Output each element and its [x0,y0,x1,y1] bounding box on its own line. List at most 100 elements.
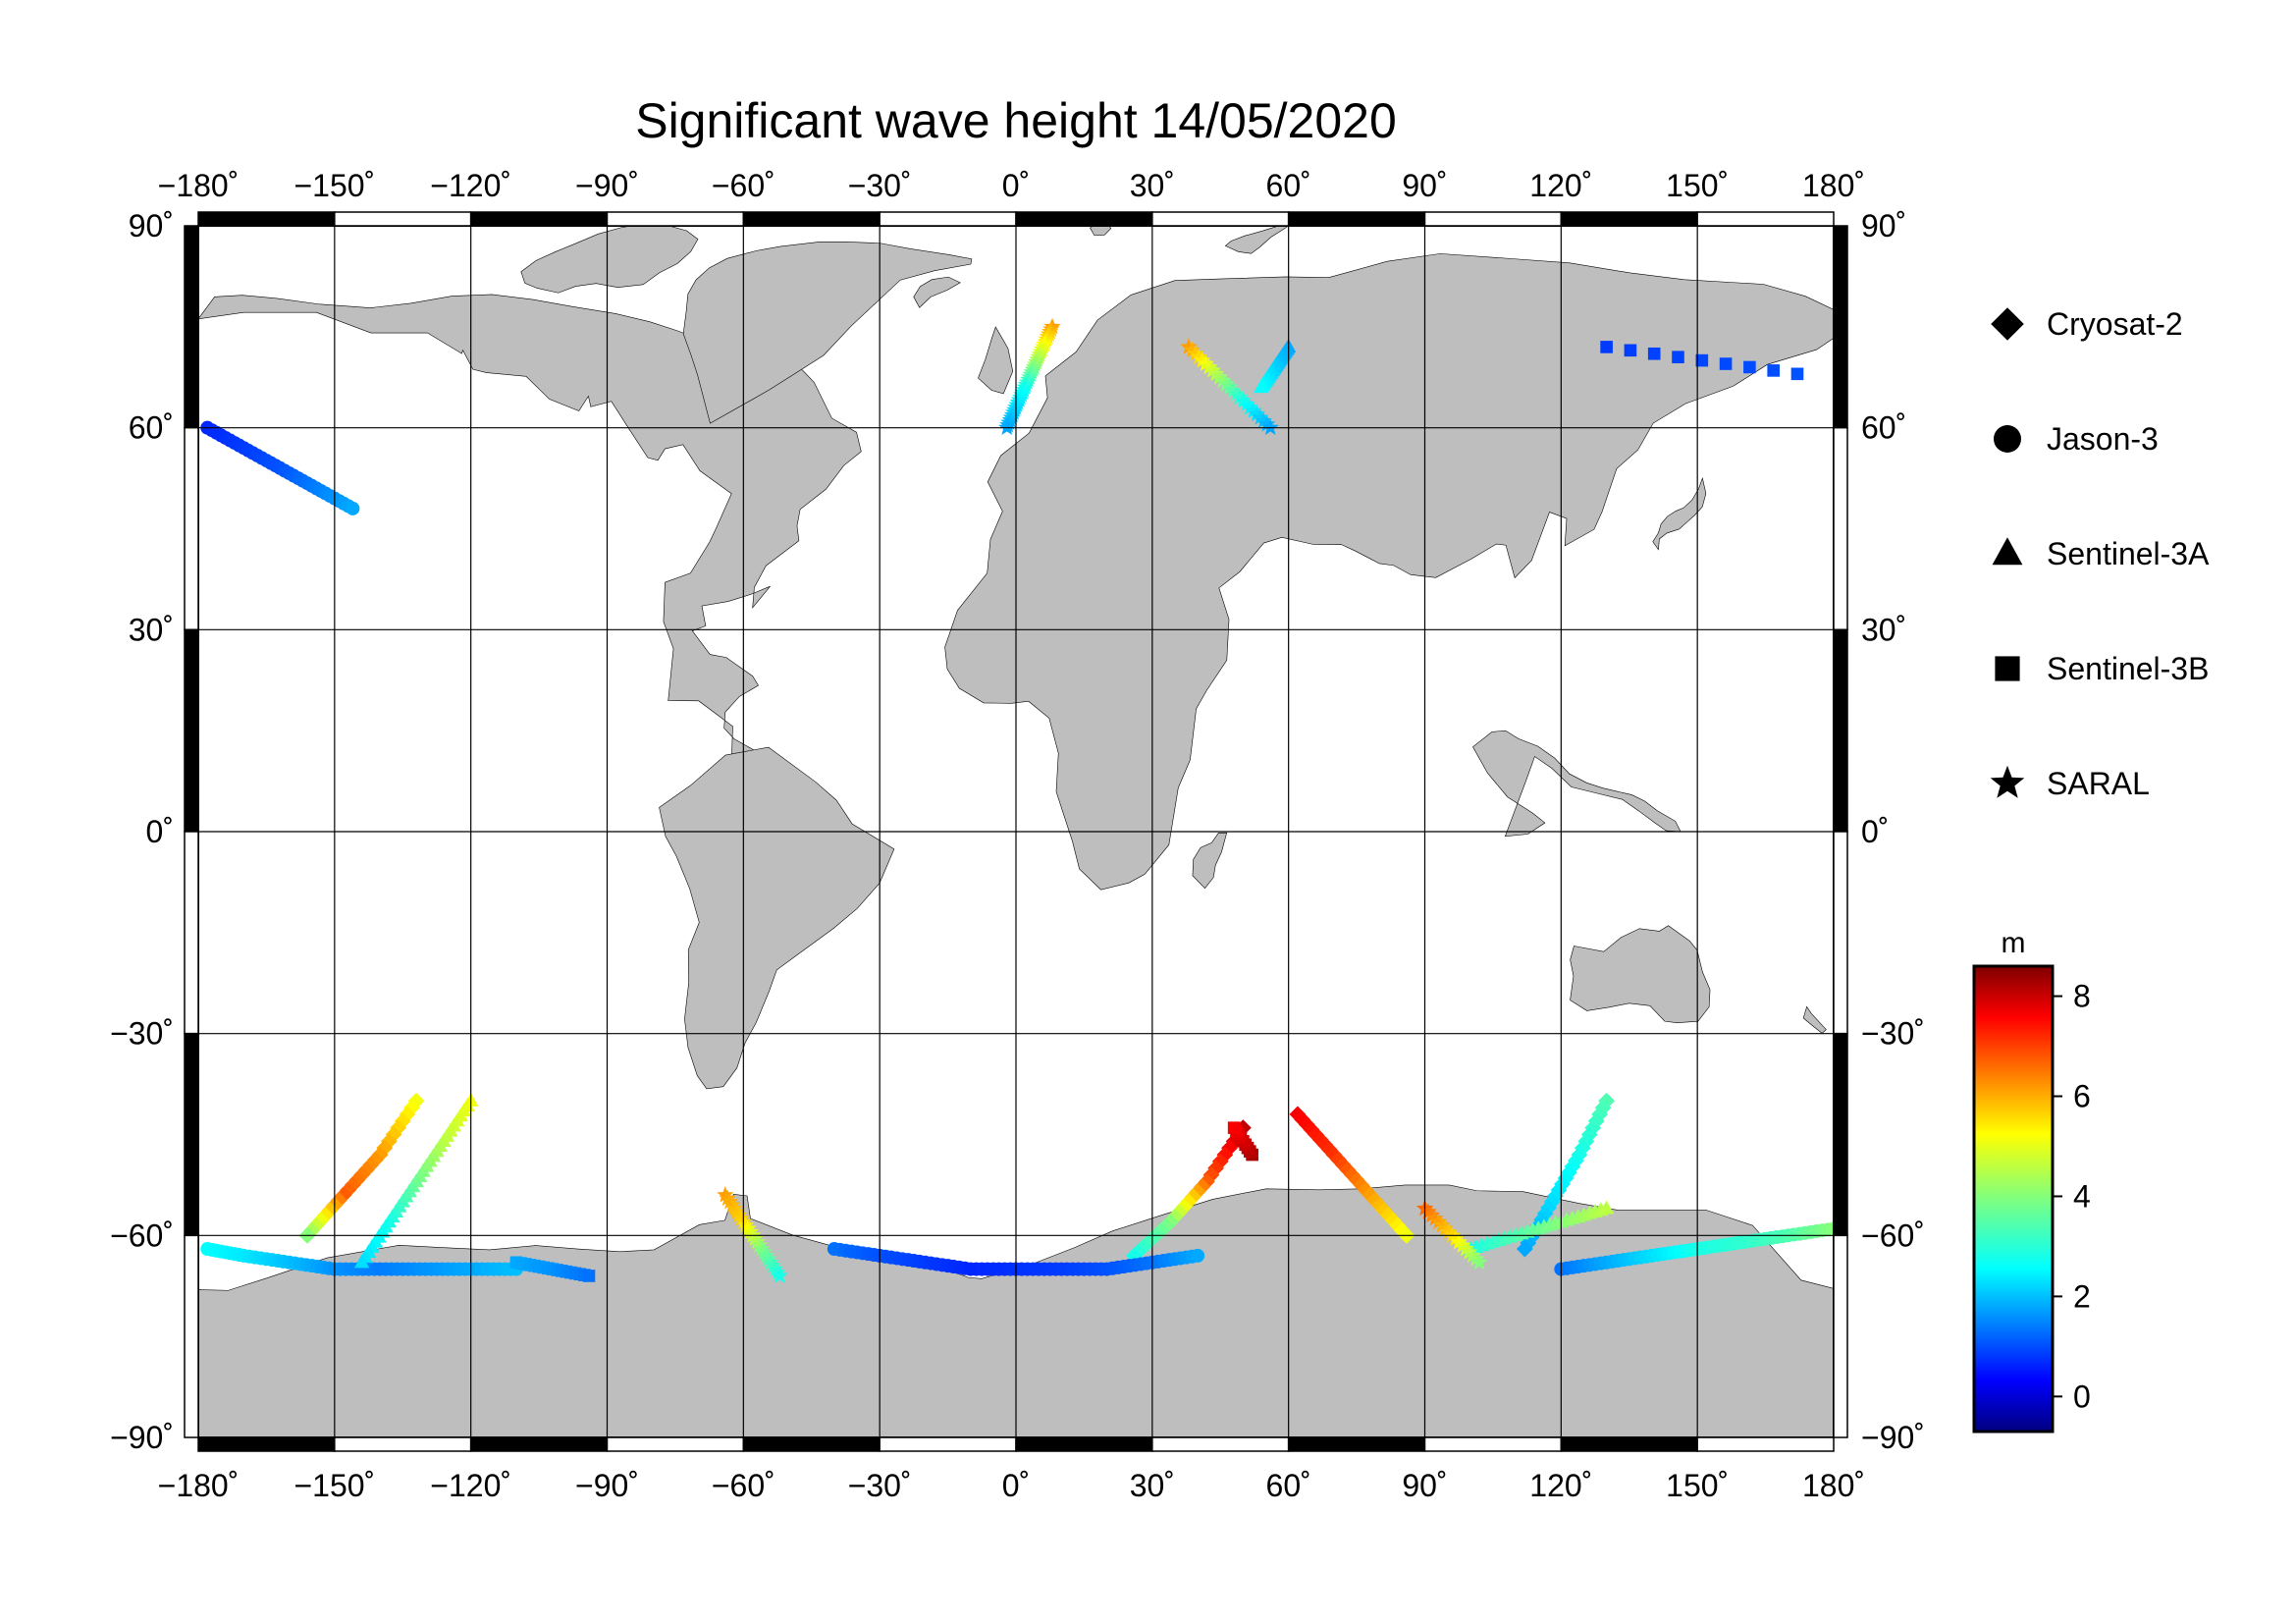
saral-point [732,1210,750,1226]
saral-point [1245,402,1262,418]
lat-tick-label-left: 0˚ [146,814,174,849]
cryosat-2-point [403,1099,420,1116]
saral-point [1224,381,1242,399]
frame-segment-left [184,628,199,833]
saral-point [1201,357,1218,375]
saral-point [1440,1222,1458,1240]
lon-tick-label-bottom: 30˚ [1130,1468,1175,1503]
frame-segment-top [879,211,1017,227]
saral-point [1443,1226,1461,1243]
frame-segment-left [184,426,199,631]
saral-point [1426,1210,1444,1226]
lon-tick-label-bottom: 60˚ [1266,1468,1311,1503]
jason-3-point [1191,1248,1205,1263]
saral-point [1252,408,1269,425]
saral-point [743,1226,762,1243]
saral-point [1422,1206,1441,1223]
cryosat-2-point [376,1139,394,1157]
lon-tick-label-top: 60˚ [1266,168,1311,203]
colorbar-ticks: 0 2 4 6 8 [2053,979,2091,1414]
frame-segment-right [1833,426,1848,631]
frame-segment-top [1696,211,1835,227]
saral-point [1261,418,1279,436]
lat-tick-label-left: 90˚ [129,208,174,243]
landmass-australia [1570,925,1711,1024]
legend-marker-star [1990,765,2025,798]
frame-segment-bottom [879,1436,1017,1452]
frame-segment-top [197,211,336,227]
saral-point [1187,345,1204,361]
saral-point [764,1257,782,1273]
cryosat-2-point [1221,1139,1238,1157]
cryosat-2-point [367,1151,384,1168]
frame-segment-bottom [469,1436,609,1452]
frame-segment-bottom [334,1436,472,1452]
frame-segment-left [184,831,199,1035]
saral-point [1238,395,1255,412]
lon-tick-label-top: 150˚ [1666,168,1729,203]
cryosat-2-point [1362,1186,1379,1204]
world-map: −180˚ −180˚ −150˚ −150˚ −120˚ −120˚ −90˚ −90˚ −6… [110,168,1925,1503]
saral-point [1460,1243,1478,1260]
jason-3-point [346,501,360,515]
lon-tick-label-top: 120˚ [1529,168,1592,203]
cryosat-2-point [362,1156,380,1173]
saral-point [741,1222,759,1240]
lon-tick-label-top: −120˚ [430,168,511,203]
saral-point [771,1267,789,1283]
saral-point [717,1186,734,1203]
sentinel-3b-point [1672,351,1684,363]
saral-point [1457,1239,1474,1257]
sentinel-3b-point [1767,364,1780,377]
cryosat-2-point [1543,1193,1561,1211]
cryosat-2-point [1348,1171,1365,1189]
map-frame [184,211,1848,1452]
saral-point [1470,1253,1488,1271]
axis-tick-labels: −180˚ −180˚ −150˚ −150˚ −120˚ −120˚ −90˚ −90˚ −6… [110,168,1925,1503]
frame-segment-bottom [1015,1436,1153,1452]
cryosat-2-point [1594,1099,1612,1116]
frame-segment-right [1833,1032,1848,1237]
cryosat-2-point [1366,1191,1383,1209]
saral-point [762,1253,779,1271]
lon-tick-label-bottom: −120˚ [430,1468,511,1503]
lon-tick-label-top: −180˚ [158,168,240,203]
cryosat-2-point [1564,1158,1581,1175]
saral-point [723,1196,741,1213]
saral-point [753,1239,771,1257]
sentinel-3b-point [1600,341,1613,353]
sentinel-3b-point [1790,367,1804,381]
frame-segment-left [184,1032,199,1237]
saral-point [755,1243,773,1260]
saral-point [1419,1203,1437,1219]
saral-point [769,1263,786,1280]
colorbar-tick-label: 4 [2073,1178,2091,1214]
saral-point [730,1206,748,1223]
saral-point [1464,1246,1481,1264]
lon-tick-label-bottom: 180˚ [1802,1468,1865,1503]
lon-tick-label-top: −90˚ [575,168,639,203]
cryosat-2-point [335,1186,352,1204]
saral-point [1467,1250,1485,1267]
saral-point [748,1233,766,1250]
cryosat-2-point [390,1119,407,1137]
saral-point [1210,368,1228,385]
frame-segment-top [606,211,745,227]
lon-tick-label-bottom: −90˚ [575,1468,639,1503]
sentinel-3a-point [353,1254,370,1269]
frame-segment-left [184,1234,199,1438]
saral-point [1213,371,1232,389]
cryosat-2-point [1194,1178,1211,1196]
saral-point [1433,1216,1451,1233]
cryosat-2-point [1370,1197,1388,1214]
legend-label: Jason-3 [2047,421,2159,457]
landmass-canadian-archipelago [520,226,699,294]
chart-title: Significant wave height 14/05/2020 [635,93,1397,148]
lat-tick-label-right: −30˚ [1861,1016,1925,1052]
colorbar-tick-label: 2 [2073,1278,2091,1314]
frame-segment-right [1833,831,1848,1035]
frame-segment-top [1015,211,1153,227]
legend-marker-diamond [1991,307,2024,341]
saral-point [1450,1233,1468,1250]
